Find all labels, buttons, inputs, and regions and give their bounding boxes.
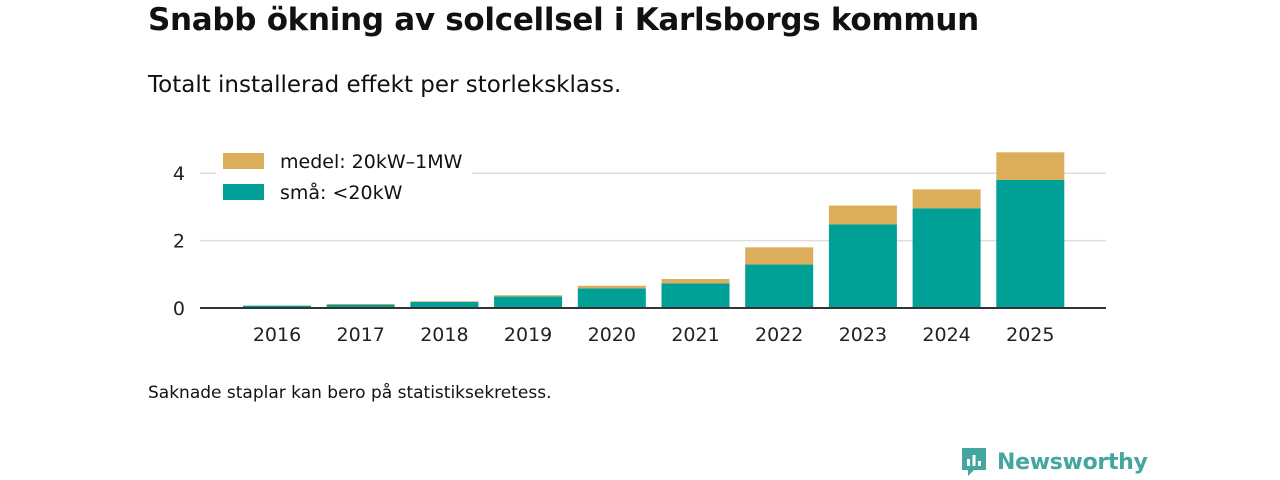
bar-segment-small — [661, 283, 730, 308]
legend-swatch — [223, 153, 264, 169]
bar-segment-medium — [745, 247, 814, 265]
bar-segment-small — [745, 264, 814, 308]
bar-segment-small — [828, 224, 897, 308]
chart-subtitle: Totalt installerad effekt per storlekskl… — [148, 72, 622, 98]
bar-segment-small — [326, 304, 395, 308]
legend-swatch — [223, 184, 264, 200]
x-tick-label: 2020 — [588, 324, 636, 346]
bar-segment-small — [996, 179, 1065, 308]
bar-segment-medium — [410, 301, 479, 302]
x-tick-label: 2019 — [504, 324, 552, 346]
bar-segment-medium — [494, 295, 563, 297]
x-tick-label: 2022 — [755, 324, 803, 346]
bar-segment-medium — [996, 152, 1065, 180]
bar-segment-small — [243, 305, 311, 308]
bar-segment-medium — [326, 303, 395, 305]
chart-title: Snabb ökning av solcellsel i Karlsborgs … — [148, 2, 979, 38]
x-tick-label: 2023 — [839, 324, 887, 346]
footnote: Saknade staplar kan bero på statistiksek… — [148, 383, 552, 403]
brand-name: Newsworthy — [997, 449, 1148, 475]
bar-segment-medium — [661, 279, 730, 284]
x-tick-label: 2017 — [337, 324, 385, 346]
bar-segment-medium — [828, 205, 897, 225]
legend-label: medel: 20kW–1MW — [280, 151, 463, 173]
legend-label: små: <20kW — [280, 181, 403, 204]
x-tick-label: 2024 — [922, 324, 970, 346]
x-tick-label: 2018 — [420, 324, 468, 346]
bar-segment-small — [577, 288, 646, 308]
bar-segment-medium — [577, 285, 646, 289]
y-tick-label: 0 — [173, 298, 185, 320]
bar-segment-medium — [912, 189, 981, 209]
x-tick-label: 2016 — [253, 324, 301, 346]
x-tick-label: 2025 — [1006, 324, 1054, 346]
newsworthy-logo-icon — [962, 448, 986, 476]
brand-logo: Newsworthy — [960, 446, 1148, 478]
bar-segment-small — [494, 296, 563, 308]
y-tick-label: 2 — [173, 231, 185, 253]
y-tick-label: 4 — [173, 163, 185, 185]
x-tick-label: 2021 — [671, 324, 719, 346]
bar-segment-small — [410, 301, 479, 308]
stacked-bar-chart: 0 2 4 2016 2017 2018 2019 2020 2021 2022 2023 2024 2… — [172, 151, 1106, 346]
bar-segment-small — [912, 208, 981, 308]
